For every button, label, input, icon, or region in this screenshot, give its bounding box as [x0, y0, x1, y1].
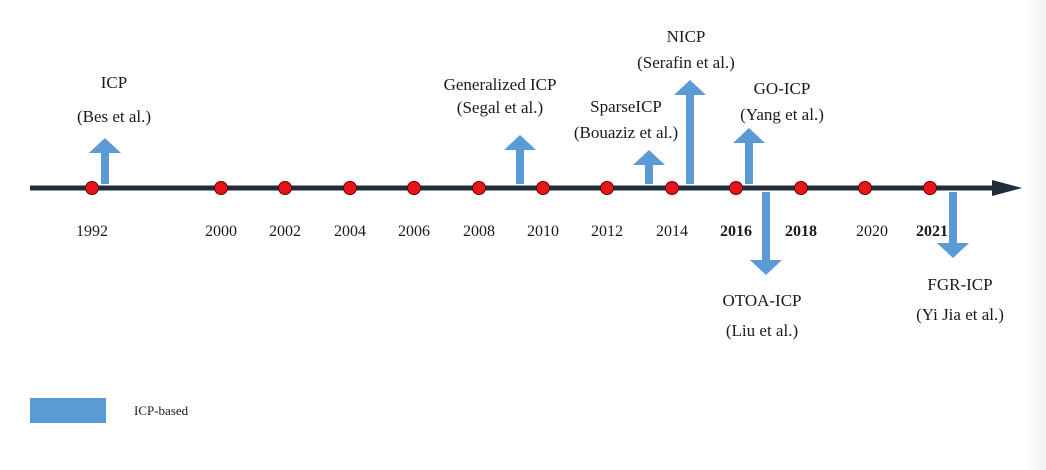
year-label-2012: 2012 [591, 223, 623, 240]
method-arrows [89, 80, 969, 275]
year-dot-2016 [729, 181, 743, 195]
arrow-up-generalized-icp [504, 135, 536, 184]
method-authors-otoa-icp: (Liu et al.) [726, 321, 798, 340]
method-name-sparse-icp: SparseICP [590, 97, 662, 116]
year-label-2018: 2018 [785, 223, 817, 240]
year-label-2006: 2006 [398, 223, 430, 240]
year-labels: 1992 2000 2002 2004 2006 2008 2010 2012 … [76, 223, 948, 240]
year-label-2008: 2008 [463, 223, 495, 240]
legend-label: ICP-based [134, 403, 189, 418]
year-label-2000: 2000 [205, 223, 237, 240]
method-authors-fgr-icp: (Yi Jia et al.) [916, 305, 1004, 324]
year-label-2010: 2010 [527, 223, 559, 240]
year-dot-2010 [536, 181, 550, 195]
method-name-fgr-icp: FGR-ICP [927, 275, 992, 294]
method-authors-sparse-icp: (Bouaziz et al.) [574, 123, 678, 142]
year-dot-2014 [665, 181, 679, 195]
method-name-go-icp: GO-ICP [754, 79, 811, 98]
method-authors-icp: (Bes et al.) [77, 107, 151, 126]
year-dot-1992 [85, 181, 99, 195]
year-dot-2020 [858, 181, 872, 195]
year-dot-2002 [278, 181, 292, 195]
year-label-2004: 2004 [334, 223, 366, 240]
method-name-generalized-icp: Generalized ICP [444, 75, 557, 94]
year-dot-2008 [472, 181, 486, 195]
arrow-up-go-icp [733, 128, 765, 184]
year-dot-2012 [600, 181, 614, 195]
arrow-up-nicp [674, 80, 706, 184]
arrow-down-otoa-icp [750, 192, 782, 275]
legend: ICP-based [30, 398, 189, 423]
page-edge-shade [1026, 0, 1046, 470]
method-name-nicp: NICP [667, 27, 706, 46]
year-dot-2006 [407, 181, 421, 195]
year-label-2014: 2014 [656, 223, 688, 240]
method-name-icp: ICP [101, 73, 127, 92]
method-labels: ICP (Bes et al.) Generalized ICP (Segal … [77, 27, 1004, 340]
year-label-2020: 2020 [856, 223, 888, 240]
legend-swatch [30, 398, 106, 423]
method-authors-generalized-icp: (Segal et al.) [457, 98, 543, 117]
arrow-up-sparse-icp [633, 150, 665, 184]
arrow-down-fgr-icp [937, 192, 969, 258]
year-label-1992: 1992 [76, 223, 108, 240]
method-name-otoa-icp: OTOA-ICP [722, 291, 801, 310]
arrow-up-icp [89, 138, 121, 184]
timeline-axis [30, 180, 1022, 196]
method-authors-go-icp: (Yang et al.) [740, 105, 824, 124]
year-dot-2004 [343, 181, 357, 195]
year-dots [85, 181, 937, 195]
year-label-2002: 2002 [269, 223, 301, 240]
year-dot-2018 [794, 181, 808, 195]
method-authors-nicp: (Serafin et al.) [637, 53, 735, 72]
year-dot-2021 [923, 181, 937, 195]
year-label-2021: 2021 [916, 223, 948, 240]
year-label-2016: 2016 [720, 223, 752, 240]
year-dot-2000 [214, 181, 228, 195]
